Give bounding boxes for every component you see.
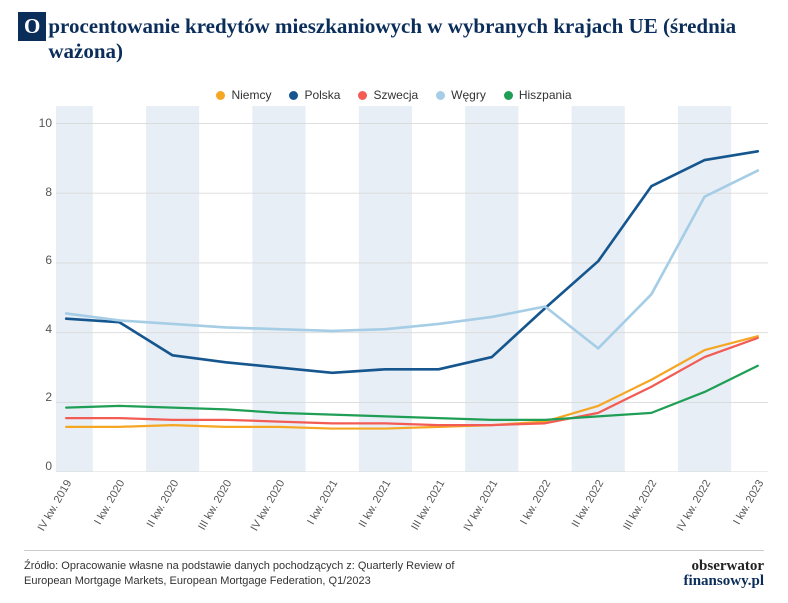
legend-item: Szwecja — [358, 88, 418, 102]
legend-label: Polska — [304, 88, 340, 102]
legend-label: Niemcy — [231, 88, 271, 102]
y-tick-label: 2 — [45, 390, 52, 404]
x-tick-label: III kw. 2022 — [622, 478, 660, 532]
legend: Niemcy Polska Szwecja Węgry Hiszpania — [0, 70, 788, 106]
x-tick-label: IV kw. 2020 — [249, 478, 288, 533]
x-tick-label: II kw. 2021 — [357, 478, 394, 530]
legend-item: Niemcy — [216, 88, 271, 102]
title-text: procentowanie kredytów mieszkaniowych w … — [48, 14, 770, 64]
x-tick-label: I kw. 2021 — [305, 478, 340, 527]
chart-title: O procentowanie kredytów mieszkaniowych … — [0, 0, 788, 70]
footer: Źródło: Opracowanie własne na podstawie … — [24, 550, 764, 589]
y-tick-label: 4 — [45, 322, 52, 336]
legend-dot-icon — [216, 91, 225, 100]
y-tick-label: 0 — [45, 459, 52, 473]
legend-dot-icon — [504, 91, 513, 100]
y-tick-label: 6 — [45, 253, 52, 267]
legend-dot-icon — [289, 91, 298, 100]
y-tick-label: 10 — [39, 116, 52, 130]
x-tick-label: III kw. 2020 — [196, 478, 234, 532]
x-tick-label: III kw. 2021 — [409, 478, 447, 532]
legend-dot-icon — [436, 91, 445, 100]
title-initial: O — [18, 12, 46, 41]
x-axis-labels: IV kw. 2019I kw. 2020II kw. 2020III kw. … — [56, 472, 768, 542]
legend-dot-icon — [358, 91, 367, 100]
legend-item: Hiszpania — [504, 88, 572, 102]
brand-line1: obserwator — [684, 559, 764, 574]
line-chart-svg — [56, 106, 768, 472]
legend-item: Węgry — [436, 88, 486, 102]
legend-label: Szwecja — [373, 88, 418, 102]
x-tick-label: I kw. 2023 — [731, 478, 766, 527]
chart-plot: 0246810 — [56, 106, 768, 466]
brand-logo: obserwator finansowy.pl — [684, 559, 764, 589]
y-axis-labels: 0246810 — [26, 106, 52, 466]
y-tick-label: 8 — [45, 185, 52, 199]
brand-line2: finansowy.pl — [684, 574, 764, 589]
legend-label: Węgry — [451, 88, 486, 102]
legend-item: Polska — [289, 88, 340, 102]
x-tick-label: IV kw. 2021 — [461, 478, 500, 533]
x-tick-label: IV kw. 2019 — [36, 478, 75, 533]
x-tick-label: I kw. 2020 — [93, 478, 128, 527]
x-tick-label: IV kw. 2022 — [674, 478, 713, 533]
legend-label: Hiszpania — [519, 88, 572, 102]
x-tick-label: II kw. 2020 — [144, 478, 181, 530]
x-tick-label: I kw. 2022 — [518, 478, 553, 527]
x-tick-label: II kw. 2022 — [570, 478, 607, 530]
source-text: Źródło: Opracowanie własne na podstawie … — [24, 559, 484, 589]
